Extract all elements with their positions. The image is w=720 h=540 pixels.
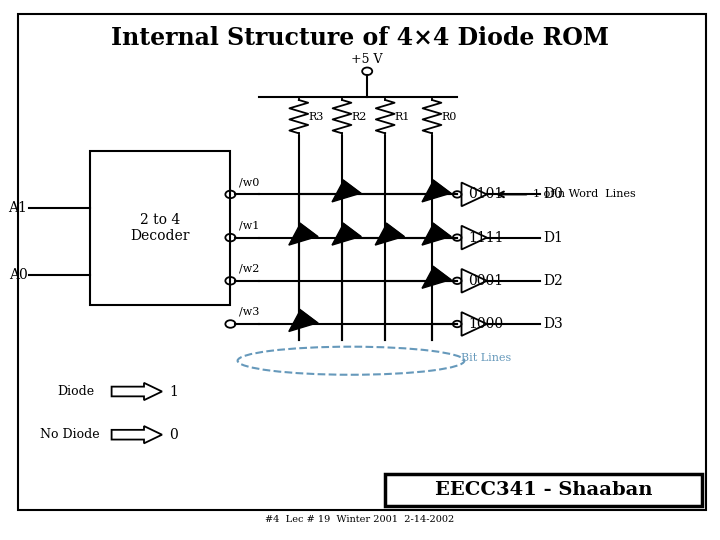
Polygon shape (289, 224, 318, 245)
Text: Internal Structure of 4×4 Diode ROM: Internal Structure of 4×4 Diode ROM (111, 26, 609, 50)
Text: /w0: /w0 (239, 177, 259, 187)
Text: 1 of n Word  Lines: 1 of n Word Lines (533, 190, 636, 199)
Text: #4  Lec # 19  Winter 2001  2-14-2002: #4 Lec # 19 Winter 2001 2-14-2002 (266, 515, 454, 524)
Text: D3: D3 (544, 317, 563, 331)
Text: R1: R1 (395, 112, 410, 122)
Text: No Diode: No Diode (40, 428, 99, 441)
Polygon shape (289, 310, 318, 332)
Text: EECC341 - Shaaban: EECC341 - Shaaban (435, 481, 652, 499)
Text: /w3: /w3 (239, 307, 259, 317)
Polygon shape (375, 224, 404, 245)
Text: 2 to 4
Decoder: 2 to 4 Decoder (130, 213, 190, 243)
Text: /w2: /w2 (239, 264, 259, 274)
Polygon shape (332, 224, 361, 245)
Text: R2: R2 (351, 112, 366, 122)
Polygon shape (422, 180, 451, 202)
Text: 0: 0 (169, 428, 178, 442)
Text: 1000: 1000 (468, 317, 503, 331)
Text: A0: A0 (9, 268, 27, 282)
Text: A1: A1 (9, 201, 27, 215)
Text: D2: D2 (544, 274, 563, 288)
Text: R0: R0 (441, 112, 456, 122)
Text: D0: D0 (544, 187, 563, 201)
Text: 0101: 0101 (468, 187, 503, 201)
Text: 0001: 0001 (468, 274, 503, 288)
Text: 1111: 1111 (468, 231, 503, 245)
Text: Diode: Diode (58, 385, 95, 398)
Text: D1: D1 (544, 231, 564, 245)
Text: /w1: /w1 (239, 220, 259, 231)
FancyArrow shape (112, 383, 162, 400)
Bar (385, 474, 702, 506)
Polygon shape (332, 180, 361, 202)
Text: +5 V: +5 V (351, 53, 383, 66)
Text: R3: R3 (308, 112, 323, 122)
Polygon shape (422, 267, 451, 288)
Text: Bit Lines: Bit Lines (461, 353, 511, 363)
Polygon shape (422, 224, 451, 245)
FancyArrow shape (112, 426, 162, 443)
Bar (90, 151, 230, 305)
Text: 1: 1 (169, 384, 178, 399)
